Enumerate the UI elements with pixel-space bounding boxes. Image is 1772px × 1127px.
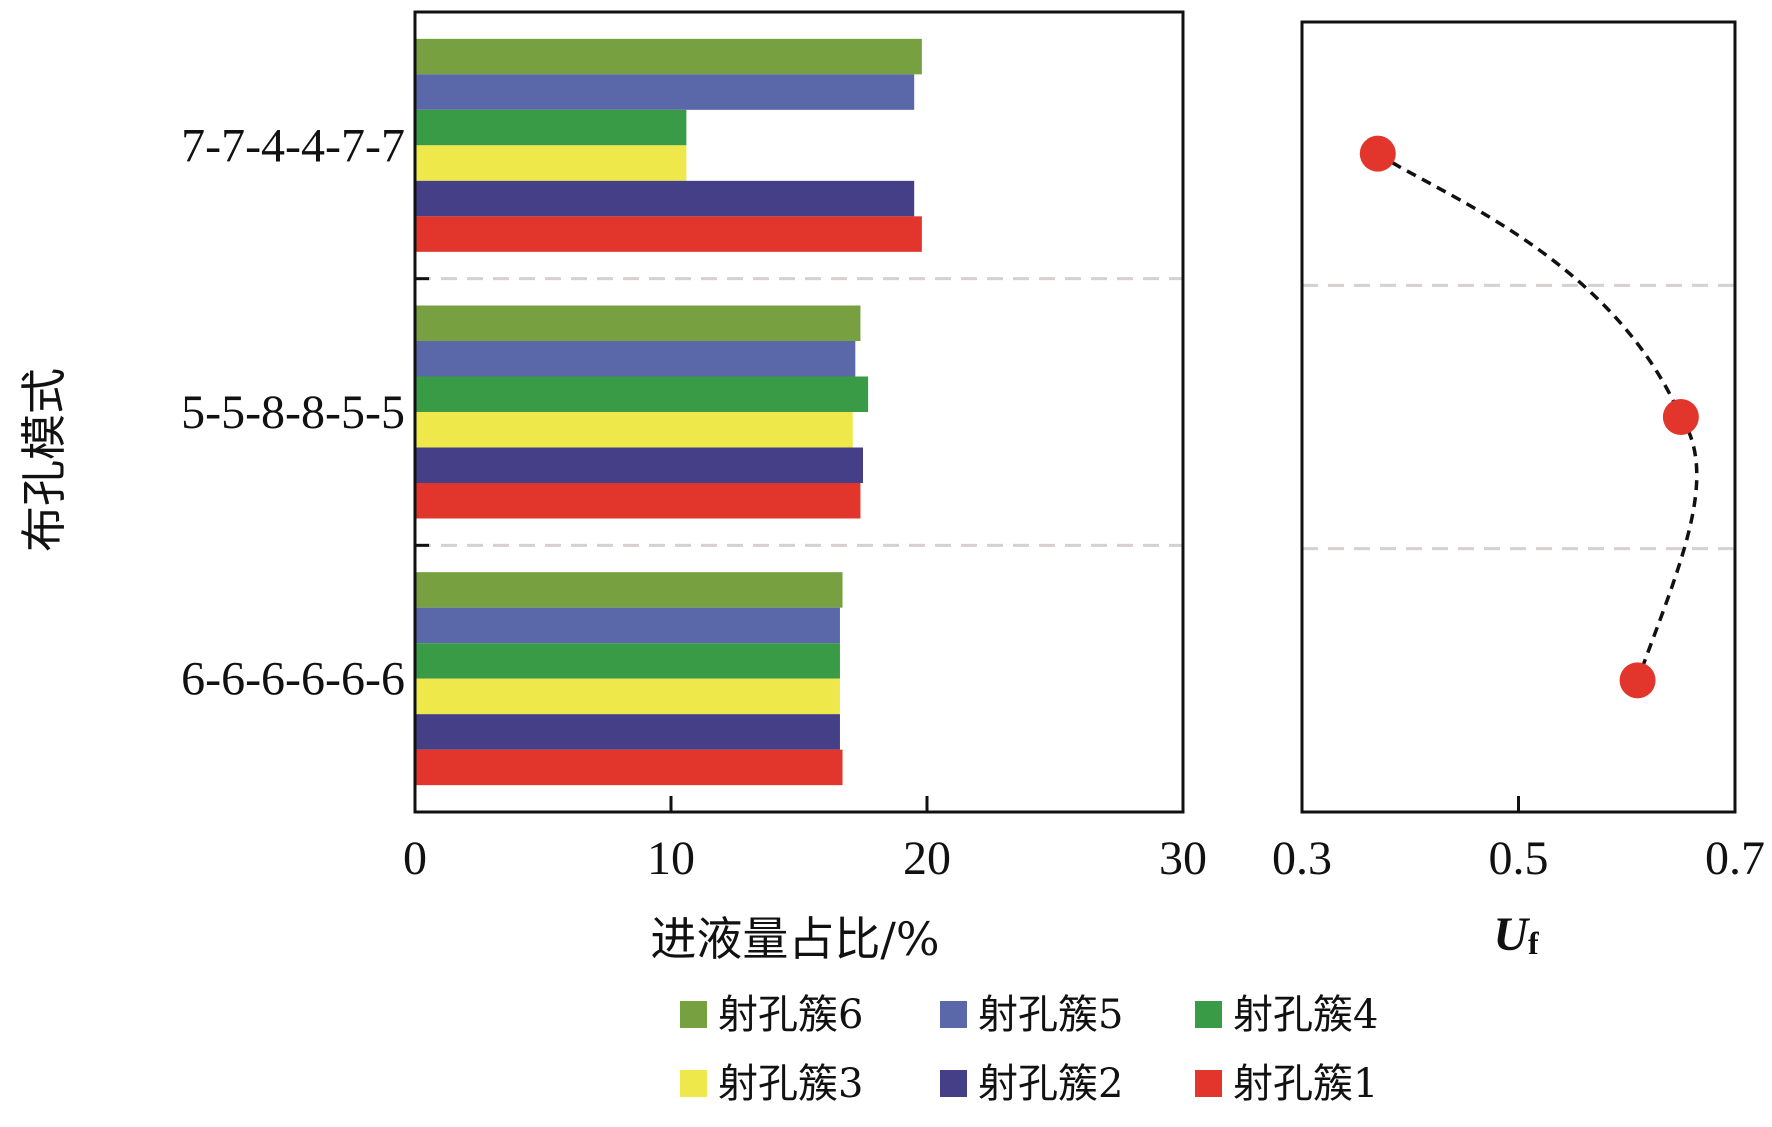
bar-x-axis-label: 进液量占比/% [650, 912, 939, 966]
bar-y-tick-label: 5-5-8-8-5-5 [181, 386, 405, 439]
uniformity-point-3 [1619, 662, 1656, 699]
bar-2-6 [415, 483, 861, 519]
legend-label: 射孔簇4 [1233, 992, 1378, 1038]
bar-2-3 [415, 376, 869, 412]
bar-x-tick-label: 30 [1159, 832, 1207, 885]
legend-swatch [680, 1001, 707, 1028]
uniformity-x-tick-label: 0.5 [1489, 832, 1549, 885]
bar-3-5 [415, 714, 840, 750]
bar-series-group [415, 38, 922, 786]
bar-1-4 [415, 145, 687, 181]
bar-1-6 [415, 216, 922, 252]
bar-1-1 [415, 38, 922, 75]
legend-swatch [680, 1070, 707, 1097]
bar-3-6 [415, 749, 843, 786]
legend-swatch [1195, 1070, 1222, 1097]
bar-1-5 [415, 180, 915, 217]
uniformity-x-tick-label: 0.3 [1272, 832, 1332, 885]
bar-2-1 [415, 305, 861, 341]
legend-label: 射孔簇3 [718, 1061, 863, 1107]
bar-1-3 [415, 109, 687, 146]
bar-3-1 [415, 572, 843, 608]
uniformity-x-label-sub: f [1528, 925, 1539, 961]
uniformity-point-1 [1359, 135, 1396, 172]
bar-x-tick-label: 20 [903, 832, 951, 885]
legend-swatch [940, 1001, 967, 1028]
bar-y-axis-label: 布孔模式 [17, 368, 71, 552]
bar-x-tick-label: 10 [647, 832, 695, 885]
uniformity-x-axis-label: Uf [1493, 908, 1539, 961]
legend: 射孔簇6 射孔簇5 射孔簇4 射孔簇3 射孔簇2 射孔簇1 [680, 992, 1378, 1107]
category-separators [415, 277, 1183, 547]
legend-swatch [1195, 1001, 1222, 1028]
uniformity-x-ticks: 0.3 0.5 0.7 [1272, 796, 1765, 885]
bar-3-3 [415, 643, 840, 679]
bar-chart-panel: 0 10 20 30 7-7-4-4-7-7 5-5-8-8-5-5 6-6-6-6-6-… [17, 10, 1207, 966]
uniformity-separators [1302, 283, 1735, 551]
bar-1-2 [415, 74, 915, 110]
uniformity-panel: 0.3 0.5 0.7 Uf [1272, 20, 1765, 961]
bar-y-ticks: 7-7-4-4-7-7 5-5-8-8-5-5 6-6-6-6-6-6 [181, 119, 429, 706]
legend-label: 射孔簇1 [1233, 1061, 1378, 1107]
legend-label: 射孔簇5 [978, 992, 1123, 1038]
uniformity-points [1359, 135, 1699, 699]
bar-2-5 [415, 447, 863, 483]
bar-y-tick-label: 6-6-6-6-6-6 [181, 653, 405, 706]
uniformity-point-2 [1662, 399, 1699, 435]
legend-label: 射孔簇6 [718, 992, 863, 1038]
bar-3-4 [415, 678, 840, 715]
legend-label: 射孔簇2 [978, 1061, 1123, 1107]
bar-plot-frame [413, 10, 1185, 814]
legend-swatch [940, 1070, 967, 1097]
bar-y-tick-label: 7-7-4-4-7-7 [181, 119, 405, 172]
bar-3-2 [415, 607, 840, 644]
bar-2-2 [415, 341, 856, 377]
bar-x-tick-label: 0 [403, 832, 427, 885]
bar-2-4 [415, 412, 853, 448]
uniformity-x-tick-label: 0.7 [1705, 832, 1765, 885]
uniformity-x-label-main: U [1493, 908, 1530, 961]
uniformity-dashed-curve [1376, 152, 1699, 681]
bar-x-ticks: 0 10 20 30 [403, 796, 1207, 885]
